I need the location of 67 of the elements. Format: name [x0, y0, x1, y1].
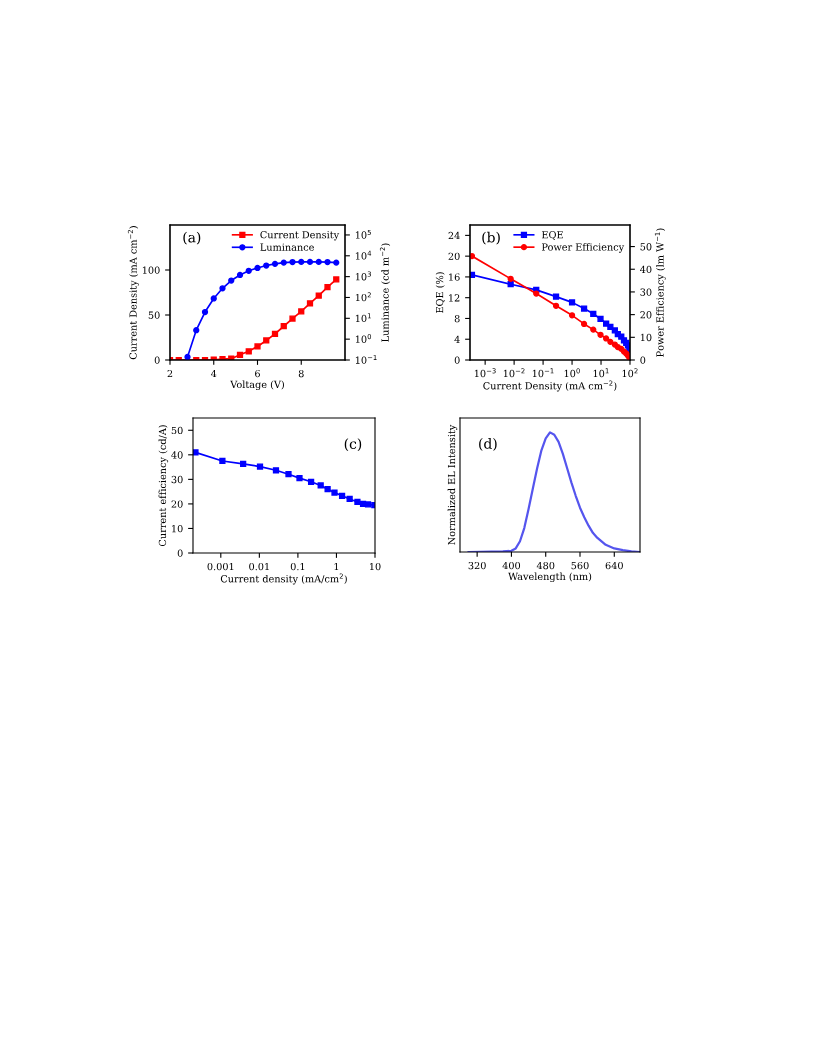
y-axis-title: Current efficiency (cd/A)	[158, 425, 169, 547]
y2-tick-label: 10$^{1}$	[355, 313, 371, 323]
x-tick-label: 10$^{−1}$	[532, 368, 554, 378]
x-tick-label: 1	[334, 562, 339, 571]
x-tick-label: 480	[536, 561, 555, 570]
y-tick-label: 4	[454, 335, 460, 343]
y-tick-label: 100	[142, 266, 160, 274]
x-tick-label: 6	[255, 369, 260, 378]
y2-tick-label: 50	[640, 243, 652, 251]
y-tick-label: 24	[448, 231, 460, 240]
y-tick-label: 30	[171, 475, 183, 484]
y2-tick-label: 10$^{3}$	[355, 271, 371, 281]
y-tick-label: 10	[172, 524, 183, 533]
y-tick-label: 0	[177, 549, 183, 557]
x-tick-label: 2	[167, 369, 173, 378]
y2-tick-label: 20	[640, 311, 652, 319]
legend-label: Power Efficiency	[541, 243, 625, 253]
y-tick-label: 8	[454, 314, 460, 323]
x-tick-label: 400	[502, 561, 521, 570]
y2-tick-label: 10$^{4}$	[355, 250, 372, 260]
y-axis-title: Normalized EL Intensity	[447, 424, 458, 545]
x-tick-label: 0.01	[249, 562, 269, 571]
y-tick-label: 40	[171, 451, 183, 459]
y2-tick-label: 10$^{2}$	[355, 292, 371, 302]
x-tick-label: 320	[468, 561, 486, 570]
annotation: (d)	[479, 438, 497, 451]
x-tick-label: 10$^{−3}$	[474, 368, 496, 378]
x-tick-label: 0.1	[290, 562, 305, 571]
legend-label: EQE	[541, 231, 563, 240]
legend-label: Luminance	[260, 243, 314, 251]
y2-tick-label: 40	[640, 265, 652, 274]
y-tick-label: 0	[454, 356, 460, 364]
y2-axis-title: Luminance (cd m$^{−2}$)	[379, 243, 391, 342]
x-axis-title: Current Density (mA cm$^{−2}$)	[483, 380, 617, 392]
y2-tick-label: 0	[640, 356, 646, 364]
y2-tick-label: 10$^{−1}$	[355, 354, 377, 364]
y-axis-title: Current Density (mA cm$^{−2}$)	[127, 226, 139, 360]
y2-tick-label: 10	[640, 333, 652, 342]
x-tick-label: 10$^{2}$	[622, 368, 638, 378]
legend-label: Current Density	[260, 231, 340, 241]
x-axis-title: Wavelength (nm)	[508, 572, 592, 583]
x-tick-label: 0.001	[207, 562, 234, 571]
x-tick-label: 10$^{−2}$	[503, 368, 525, 378]
y-axis-title: EQE (%)	[435, 272, 445, 313]
y-tick-label: 20	[448, 252, 460, 260]
x-tick-label: 10$^{0}$	[564, 368, 580, 378]
y-tick-label: 50	[148, 311, 160, 319]
y-tick-label: 16	[449, 273, 460, 281]
annotation: (b)	[482, 231, 500, 245]
x-tick-label: 10	[370, 562, 381, 571]
y2-tick-label: 30	[640, 288, 652, 296]
y-tick-label: 0	[154, 356, 160, 364]
y2-tick-label: 10$^{5}$	[355, 229, 371, 239]
x-tick-label: 4	[210, 369, 217, 378]
x-axis-title: Current density (mA/cm$^{2}$)	[220, 573, 347, 585]
annotation: (a)	[183, 231, 201, 245]
x-tick-label: 560	[571, 561, 589, 570]
x-axis-title: Voltage (V)	[230, 380, 284, 391]
y2-tick-label: 10$^{0}$	[355, 334, 372, 343]
y-tick-label: 12	[449, 294, 460, 302]
x-tick-label: 640	[605, 561, 623, 570]
x-tick-label: 8	[298, 369, 304, 378]
annotation: (c)	[344, 438, 362, 451]
x-tick-label: 10$^{1}$	[593, 368, 609, 378]
y-tick-label: 50	[171, 426, 183, 435]
y-tick-label: 20	[171, 500, 183, 508]
y2-axis-title: Power Efficiency (lm W$^{−1}$)	[654, 228, 666, 357]
